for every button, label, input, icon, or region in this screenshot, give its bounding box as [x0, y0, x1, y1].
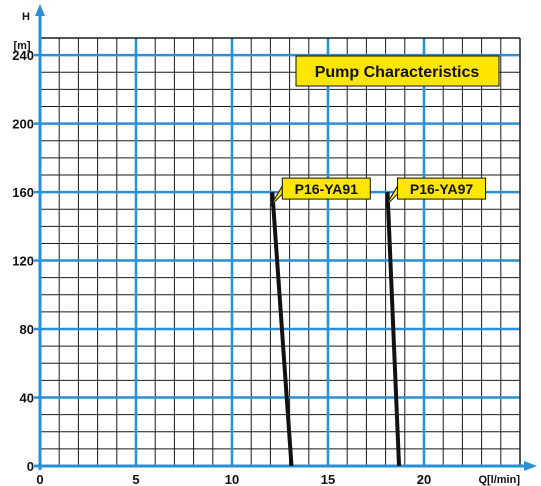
- chart-title-box: Pump Characteristics: [296, 56, 499, 86]
- x-axis-label: Q[l/min]: [478, 474, 520, 486]
- chart-title: Pump Characteristics: [315, 64, 480, 81]
- x-tick-label: 15: [321, 472, 335, 486]
- x-tick-label: 10: [225, 472, 239, 486]
- x-axis-arrow-icon: [524, 461, 537, 471]
- y-tick-label: 40: [20, 391, 34, 406]
- y-axis-unit: [m]: [13, 40, 30, 52]
- series-label: P16-YA91: [295, 181, 359, 197]
- x-tick-label: 0: [36, 472, 43, 486]
- y-tick-label: 160: [12, 185, 34, 200]
- y-axis-arrow-icon: [35, 4, 45, 16]
- x-tick-label: 5: [132, 472, 139, 486]
- y-axis-label: H: [22, 11, 30, 23]
- y-tick-label: 200: [12, 117, 34, 132]
- y-tick-label: 120: [12, 254, 34, 269]
- y-tick-label: 0: [27, 459, 34, 474]
- series-label: P16-YA97: [410, 181, 474, 197]
- y-tick-label: 80: [20, 322, 34, 337]
- x-tick-label: 20: [417, 472, 431, 486]
